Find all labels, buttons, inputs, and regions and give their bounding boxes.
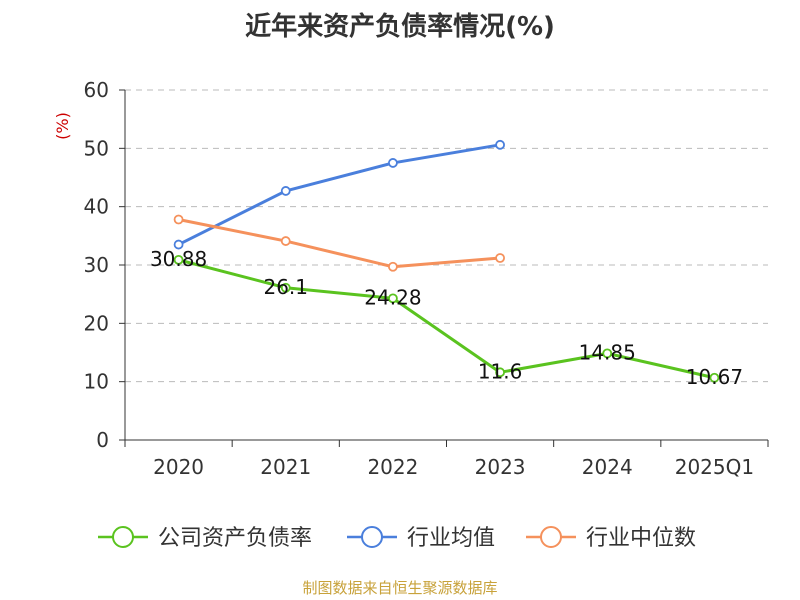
data-point — [709, 372, 720, 383]
y-tick-label: 60 — [84, 78, 109, 102]
data-label: 11.6 — [478, 359, 523, 383]
series-line — [177, 143, 501, 246]
y-tick-label: 20 — [84, 311, 109, 335]
y-tick-label: 40 — [84, 195, 109, 219]
data-label: 24.28 — [364, 285, 421, 309]
series — [173, 139, 720, 383]
data-point — [173, 239, 184, 250]
data-point — [280, 186, 291, 196]
y-tick-label: 50 — [84, 136, 109, 160]
series-line — [178, 218, 501, 269]
legend-marker — [540, 526, 562, 548]
grid-lines — [125, 89, 768, 383]
data-label: 26.1 — [263, 275, 308, 299]
data-label: 14.85 — [579, 340, 636, 364]
data-labels: 30.88 26.1 24.28 11.6 14.85 10.67 — [150, 247, 743, 389]
x-tick-label: 2021 — [260, 455, 311, 479]
data-point — [495, 367, 505, 378]
source-note: 制图数据来自恒生聚源数据库 — [302, 579, 498, 597]
x-tick-label: 2025Q1 — [675, 455, 754, 479]
x-tick-label: 2023 — [475, 455, 526, 479]
data-point — [280, 282, 291, 293]
data-label: 10.67 — [686, 365, 743, 389]
legend-label: 行业均值 — [407, 526, 495, 551]
legend-marker — [112, 526, 134, 548]
legend-label: 公司资产负债率 — [158, 526, 312, 551]
data-point — [495, 253, 505, 263]
y-axis-label: (%) — [53, 112, 72, 140]
y-tick-label: 10 — [84, 370, 109, 394]
data-label: 30.88 — [150, 247, 207, 271]
legend: 公司资产负债率 行业均值 行业中位数 — [98, 526, 696, 551]
x-tick-label: 2024 — [582, 455, 633, 479]
y-tick-label: 0 — [96, 428, 109, 452]
y-tick-label: 30 — [84, 253, 109, 277]
data-point — [173, 254, 184, 265]
legend-marker — [361, 526, 383, 548]
data-point — [280, 236, 291, 246]
data-point — [388, 261, 398, 272]
data-point — [388, 293, 398, 304]
x-tick-label: 2022 — [367, 455, 418, 479]
data-point — [602, 348, 613, 359]
data-point — [388, 158, 398, 168]
data-point — [173, 214, 184, 225]
series-line — [178, 258, 715, 380]
chart-title: 近年来资产负债率情况(%) — [245, 12, 555, 42]
data-point — [495, 139, 505, 150]
axes: 0 10 20 30 40 50 60 2020 2021 2022 2023 2024 2025Q1 — [84, 78, 769, 479]
x-tick-label: 2020 — [153, 455, 204, 479]
legend-label: 行业中位数 — [586, 526, 696, 551]
